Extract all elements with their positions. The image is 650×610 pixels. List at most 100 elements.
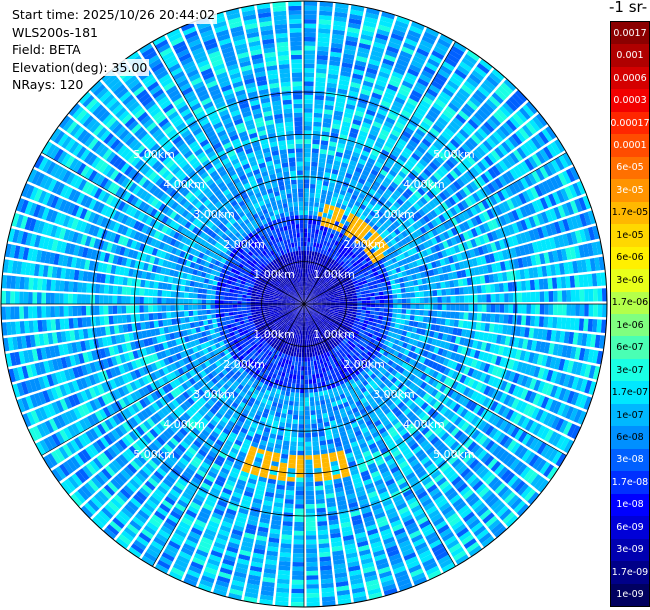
ppi-cell xyxy=(494,88,507,101)
ppi-cell xyxy=(521,304,527,314)
ppi-cell xyxy=(368,317,374,322)
ppi-cell xyxy=(301,366,304,371)
ppi-cell xyxy=(480,173,490,184)
ppi-cell xyxy=(508,96,521,109)
ppi-cell xyxy=(314,108,323,114)
ppi-cell xyxy=(459,408,469,418)
ppi-cell xyxy=(305,286,307,291)
ppi-cell xyxy=(361,326,367,331)
ppi-cell xyxy=(427,109,439,120)
ppi-cell xyxy=(385,116,396,125)
ppi-cell xyxy=(596,350,603,365)
ppi-cell xyxy=(374,307,380,312)
ppi-cell xyxy=(293,539,304,545)
ppi-cell xyxy=(511,209,520,221)
ppi-cell xyxy=(424,256,431,263)
ppi-cell xyxy=(306,296,310,301)
ppi-cell xyxy=(556,189,565,203)
ppi-cell xyxy=(464,140,475,151)
ppi-cell xyxy=(378,253,385,259)
ppi-cell xyxy=(465,455,476,467)
ppi-cell xyxy=(324,260,329,266)
ppi-cell xyxy=(328,257,333,263)
ppi-cell xyxy=(399,335,406,342)
ppi-cell xyxy=(342,214,348,221)
ppi-cell xyxy=(508,259,515,270)
ppi-cell xyxy=(367,63,379,71)
ppi-cell xyxy=(534,476,546,490)
ppi-cell xyxy=(470,227,478,238)
ppi-cell xyxy=(366,304,371,307)
ppi-cell xyxy=(311,365,315,371)
ppi-cell xyxy=(352,306,358,310)
ppi-cell xyxy=(548,448,559,462)
ppi-cell xyxy=(437,204,446,214)
ppi-cell xyxy=(304,170,310,175)
ppi-cell xyxy=(334,155,342,162)
ppi-cell xyxy=(395,345,402,352)
ppi-cell xyxy=(476,313,482,322)
ppi-cell xyxy=(304,215,308,220)
ppi-cell xyxy=(380,100,391,108)
ppi-cell xyxy=(439,34,454,45)
ppi-cell xyxy=(290,441,297,447)
ppi-cell xyxy=(364,217,371,224)
ppi-cell xyxy=(559,331,566,343)
ppi-cell xyxy=(460,199,469,210)
ppi-cell xyxy=(510,196,519,208)
ppi-cell xyxy=(347,95,358,102)
ppi-cell xyxy=(410,304,416,309)
ppi-cell xyxy=(359,319,365,323)
ppi-cell xyxy=(325,295,330,299)
ppi-cell xyxy=(479,372,487,383)
ppi-cell xyxy=(365,275,371,280)
ppi-cell xyxy=(365,313,370,318)
ppi-cell xyxy=(287,364,291,370)
ppi-cell xyxy=(339,166,347,173)
ppi-cell xyxy=(523,244,530,255)
ppi-cell xyxy=(569,407,579,422)
ppi-cell xyxy=(367,341,374,348)
ppi-cell xyxy=(442,231,450,240)
ppi-cell xyxy=(420,364,427,372)
ppi-cell xyxy=(345,144,354,152)
ppi-cell xyxy=(311,228,316,234)
ppi-cell xyxy=(556,249,564,262)
ppi-cell xyxy=(432,158,442,168)
ppi-cell xyxy=(479,383,487,394)
ppi-cell xyxy=(388,169,398,178)
ppi-cell xyxy=(392,125,403,134)
ppi-cell xyxy=(296,379,300,384)
ppi-cell xyxy=(526,255,533,267)
ppi-cell xyxy=(457,202,466,212)
ppi-cell xyxy=(325,297,331,300)
ppi-cell xyxy=(470,390,479,401)
ppi-cell xyxy=(458,146,469,157)
ppi-cell xyxy=(596,319,602,333)
ppi-cell xyxy=(316,309,321,312)
ppi-cell xyxy=(396,58,409,68)
ppi-cell xyxy=(348,132,358,139)
ppi-cell xyxy=(345,342,351,348)
ppi-cell xyxy=(441,396,450,405)
ppi-cell xyxy=(503,225,511,237)
ppi-cell xyxy=(334,240,340,246)
ppi-cell xyxy=(506,271,512,281)
ppi-cell xyxy=(383,236,390,244)
ppi-cell xyxy=(304,339,307,345)
ppi-cell xyxy=(513,165,523,178)
ppi-cell xyxy=(344,230,350,237)
ppi-cell xyxy=(304,295,305,300)
ppi-cell xyxy=(330,326,336,331)
ppi-cell xyxy=(423,224,431,232)
ppi-cell xyxy=(310,309,315,313)
ppi-cell xyxy=(558,220,566,233)
ppi-cell xyxy=(366,231,373,238)
ppi-cell xyxy=(348,212,355,219)
ppi-cell xyxy=(314,293,319,297)
ppi-cell xyxy=(315,286,319,291)
ppi-cell xyxy=(304,108,313,113)
ppi-cell xyxy=(458,223,466,232)
ppi-cell xyxy=(291,593,304,598)
ppi-cell xyxy=(557,344,564,357)
